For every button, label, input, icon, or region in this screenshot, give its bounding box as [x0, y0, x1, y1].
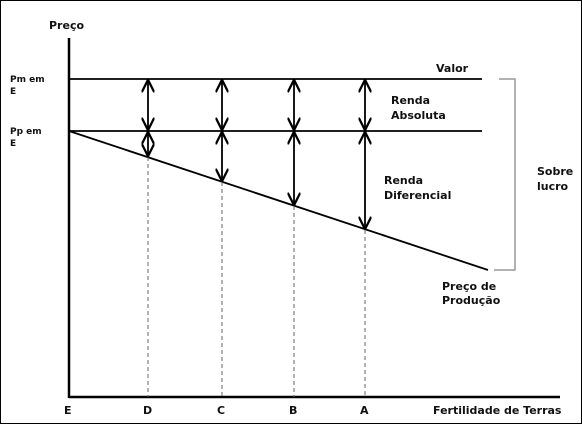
pp-label-1: Pp em: [10, 127, 42, 137]
renda-absoluta-label-2: Absoluta: [391, 109, 446, 122]
sobre-lucro-label-1: Sobre: [537, 165, 573, 178]
pm-label-2: E: [10, 87, 16, 97]
preco-producao-label-2: Produção: [442, 294, 501, 307]
pp-label-2: E: [10, 139, 16, 149]
preco-producao-line: [68, 130, 489, 271]
sobre-lucro-label-2: lucro: [537, 180, 569, 193]
x-tick-d: D: [143, 404, 152, 417]
y-axis-label: Preço: [49, 19, 84, 32]
x-axis-label: Fertilidade de Terras: [433, 404, 562, 417]
renda-absoluta-label-1: Renda: [391, 94, 430, 107]
x-tick-a: A: [360, 404, 369, 417]
sobre-lucro-bracket: [494, 78, 516, 271]
x-tick-c: C: [217, 404, 225, 417]
valor-label: Valor: [436, 62, 469, 75]
renda-diferencial-label-2: Diferencial: [384, 189, 451, 202]
x-tick-e: E: [64, 404, 72, 417]
pm-label-1: Pm em: [10, 75, 45, 85]
x-tick-b: B: [289, 404, 297, 417]
preco-producao-label-1: Preço de: [442, 280, 496, 293]
renda-diferencial-label-1: Renda: [384, 174, 423, 187]
